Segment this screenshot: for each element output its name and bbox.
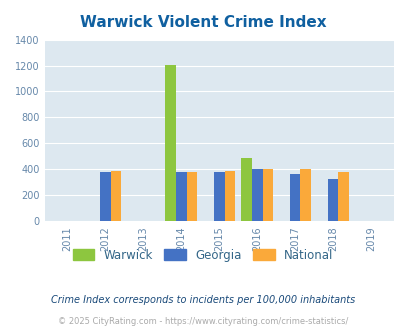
Bar	[338, 172, 348, 221]
Text: © 2025 CityRating.com - https://www.cityrating.com/crime-statistics/: © 2025 CityRating.com - https://www.city…	[58, 317, 347, 326]
Bar	[251, 169, 262, 221]
Text: Crime Index corresponds to incidents per 100,000 inhabitants: Crime Index corresponds to incidents per…	[51, 295, 354, 305]
Bar	[186, 172, 197, 221]
Text: Warwick Violent Crime Index: Warwick Violent Crime Index	[79, 15, 326, 30]
Bar	[224, 171, 234, 221]
Bar	[289, 175, 300, 221]
Bar	[111, 171, 121, 221]
Legend: Warwick, Georgia, National: Warwick, Georgia, National	[68, 244, 337, 266]
Bar	[175, 172, 186, 221]
Bar	[241, 157, 251, 221]
Bar	[213, 172, 224, 221]
Bar	[327, 179, 338, 221]
Bar	[300, 169, 310, 221]
Bar	[100, 172, 111, 221]
Bar	[262, 169, 273, 221]
Bar	[165, 65, 175, 221]
